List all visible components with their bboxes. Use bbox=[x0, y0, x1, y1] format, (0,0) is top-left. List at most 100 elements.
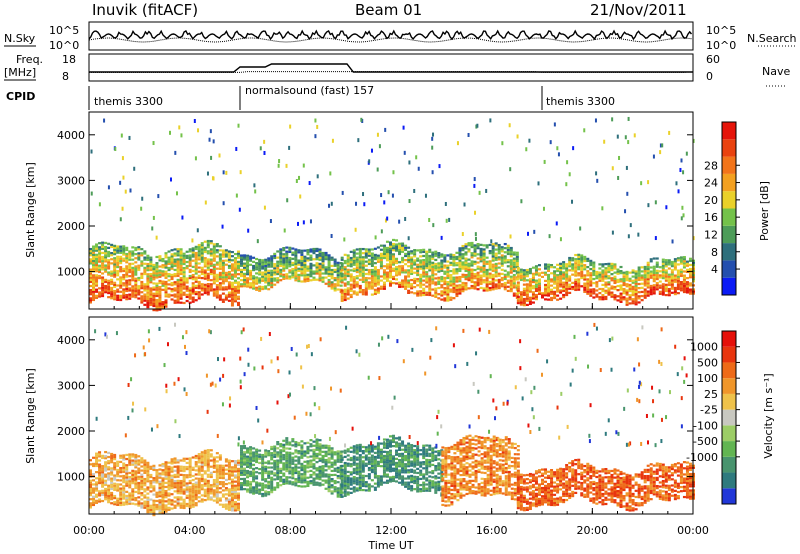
echo-cell bbox=[261, 476, 265, 479]
echo-cell bbox=[336, 460, 340, 463]
echo-cell bbox=[652, 288, 656, 291]
echo-cell bbox=[559, 268, 563, 272]
echo-cell bbox=[470, 260, 474, 263]
echo-cell bbox=[188, 258, 192, 261]
echo-cell bbox=[559, 283, 563, 286]
echo-cell bbox=[212, 456, 216, 459]
echo-cell bbox=[577, 266, 581, 269]
echo-cell bbox=[128, 250, 132, 253]
echo-cell bbox=[437, 293, 441, 296]
echo-cell bbox=[134, 460, 138, 463]
echo-cell bbox=[276, 256, 280, 259]
echo-cell bbox=[649, 258, 653, 261]
echo-cell bbox=[583, 128, 586, 133]
echo-cell bbox=[176, 465, 180, 468]
echo-cell bbox=[476, 275, 480, 279]
echo-cell bbox=[604, 277, 608, 280]
echo-cell bbox=[249, 450, 253, 453]
echo-cell bbox=[634, 278, 638, 281]
echo-cell bbox=[312, 249, 316, 253]
echo-cell bbox=[352, 280, 356, 283]
echo-cell bbox=[110, 469, 114, 472]
echo-cell bbox=[473, 252, 477, 255]
echo-cell bbox=[101, 471, 105, 474]
echo-cell bbox=[173, 459, 177, 462]
echo-cell bbox=[550, 278, 554, 281]
echo-cell bbox=[227, 492, 231, 495]
echo-cell bbox=[125, 503, 129, 506]
echo-cell bbox=[370, 268, 374, 272]
echo-cell bbox=[449, 253, 453, 256]
echo-cell bbox=[92, 245, 96, 248]
echo-cell bbox=[209, 492, 213, 495]
echo-cell bbox=[191, 251, 195, 254]
echo-cell bbox=[158, 501, 162, 504]
echo-cell bbox=[315, 483, 319, 486]
echo-cell bbox=[252, 275, 256, 278]
echo-cell bbox=[655, 282, 659, 285]
echo-cell bbox=[125, 296, 129, 299]
echo-cell bbox=[101, 241, 105, 244]
echo-cell bbox=[252, 480, 256, 483]
echo-cell bbox=[185, 299, 189, 303]
echo-cell bbox=[167, 471, 171, 475]
echo-cell bbox=[146, 267, 150, 270]
echo-cell bbox=[227, 506, 231, 509]
echo-cell bbox=[197, 250, 201, 253]
echo-cell bbox=[309, 469, 313, 473]
echo-cell bbox=[218, 480, 222, 484]
echo-cell bbox=[577, 282, 581, 285]
echo-cell bbox=[146, 285, 150, 288]
echo-cell bbox=[667, 292, 671, 295]
echo-cell bbox=[243, 488, 247, 491]
echo-cell bbox=[236, 268, 240, 272]
echo-cell bbox=[270, 271, 274, 274]
echo-cell bbox=[300, 450, 304, 453]
echo-cell bbox=[343, 290, 347, 293]
echo-cell bbox=[388, 243, 392, 246]
echo-cell bbox=[291, 261, 295, 265]
echo-cell bbox=[470, 243, 474, 247]
echo-cell bbox=[221, 470, 225, 474]
echo-cell bbox=[503, 269, 507, 272]
echo-cell bbox=[116, 499, 120, 502]
echo-cell bbox=[282, 449, 286, 453]
echo-cell bbox=[236, 459, 240, 462]
echo-cell bbox=[556, 278, 560, 281]
echo-cell bbox=[158, 300, 162, 303]
echo-cell bbox=[95, 485, 99, 488]
echo-cell bbox=[149, 486, 153, 489]
echo-cell bbox=[146, 283, 150, 286]
echo-cell bbox=[297, 460, 301, 463]
echo-cell bbox=[562, 277, 566, 280]
echo-cell bbox=[276, 486, 280, 489]
echo-cell bbox=[443, 272, 447, 275]
echo-cell bbox=[289, 124, 292, 129]
echo-cell bbox=[167, 268, 171, 272]
echo-cell bbox=[206, 274, 210, 277]
echo-cell bbox=[361, 280, 365, 283]
echo-cell bbox=[212, 493, 216, 496]
echo-cell bbox=[98, 475, 102, 479]
echo-cell bbox=[494, 266, 498, 270]
echo-cell bbox=[416, 263, 420, 266]
echo-cell bbox=[230, 273, 234, 276]
echo-cell bbox=[527, 231, 530, 236]
echo-cell bbox=[125, 248, 129, 252]
echo-cell bbox=[437, 252, 441, 255]
echo-cell bbox=[315, 438, 319, 441]
echo-cell bbox=[212, 462, 216, 465]
echo-cell bbox=[670, 271, 674, 274]
echo-cell bbox=[164, 262, 168, 265]
echo-cell bbox=[137, 264, 141, 267]
echo-cell bbox=[146, 269, 150, 272]
echo-cell bbox=[431, 255, 435, 258]
echo-cell bbox=[125, 279, 129, 282]
echo-cell bbox=[315, 264, 319, 267]
echo-cell bbox=[401, 285, 405, 288]
echo-cell bbox=[401, 281, 405, 284]
echo-cell bbox=[255, 268, 259, 271]
echo-cell bbox=[376, 254, 380, 257]
echo-cell bbox=[589, 267, 593, 271]
echo-cell bbox=[92, 255, 96, 258]
